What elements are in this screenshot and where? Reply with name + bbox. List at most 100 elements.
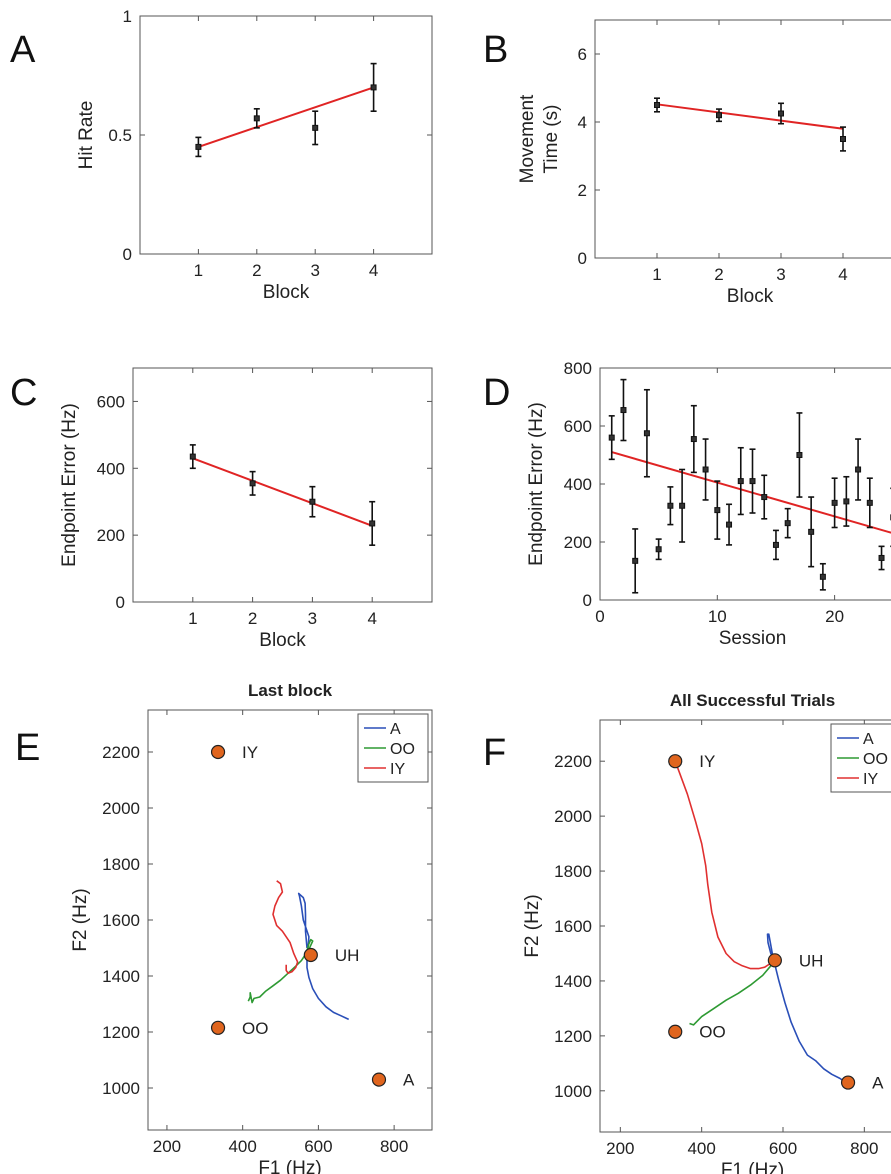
data-point	[702, 466, 709, 473]
panel-letter: E	[15, 727, 40, 769]
data-point	[772, 541, 779, 548]
data-point	[855, 466, 862, 473]
y-tick-label: 0	[123, 245, 132, 264]
x-tick-label: 3	[310, 261, 319, 280]
x-tick-label: 4	[838, 265, 847, 284]
data-point	[737, 478, 744, 485]
x-tick-label: 800	[850, 1139, 878, 1158]
target-label: OO	[699, 1023, 725, 1042]
target-marker	[668, 1024, 683, 1039]
data-point	[654, 102, 660, 108]
y-tick-label: 4	[578, 113, 587, 132]
data-point	[643, 430, 650, 437]
y-tick-label: 2000	[554, 807, 592, 826]
y-tick-label: 6	[578, 45, 587, 64]
data-point	[796, 452, 803, 458]
series-line-iy	[272, 880, 299, 975]
legend-label: IY	[863, 771, 878, 788]
data-point	[620, 407, 627, 414]
fit-line	[192, 457, 373, 527]
data-point	[808, 528, 815, 535]
target-marker	[210, 744, 226, 760]
target-label: UH	[335, 946, 360, 965]
x-axis-label: F1 (Hz)	[258, 1158, 321, 1174]
x-tick-label: 800	[380, 1137, 408, 1156]
data-point	[840, 136, 846, 142]
chart-title: All Successful Trials	[670, 691, 835, 710]
target-marker	[840, 1075, 856, 1090]
x-tick-label: 3	[776, 265, 785, 284]
x-tick-label: 1	[194, 261, 203, 280]
target-marker	[210, 1020, 226, 1035]
x-tick-label: 400	[228, 1137, 256, 1156]
x-tick-label: 10	[708, 607, 727, 626]
fit-line	[611, 451, 891, 534]
plot-area	[189, 444, 376, 546]
y-tick-label: 0	[583, 591, 592, 610]
data-point	[195, 143, 202, 150]
panel-f: F 200 400 600 800 1000 1200 1400 1600 1800 2000 220…	[483, 691, 891, 1174]
axes-frame	[139, 15, 433, 255]
data-point	[655, 546, 662, 553]
series-line-a	[766, 933, 847, 1084]
y-tick-label: 2200	[102, 743, 140, 762]
y-tick-label: 200	[564, 533, 592, 552]
panel-letter: C	[10, 372, 37, 414]
data-point	[370, 84, 377, 91]
x-tick-label: 4	[369, 261, 378, 280]
x-tick-label: 20	[825, 607, 844, 626]
axes-frame	[594, 19, 891, 259]
x-tick-label: 4	[367, 609, 376, 628]
data-point	[866, 499, 873, 506]
data-point	[831, 499, 838, 506]
target-label: IY	[699, 752, 715, 771]
fit-line	[198, 86, 374, 148]
x-tick-label: 200	[606, 1139, 634, 1158]
y-tick-label: 1400	[102, 967, 140, 986]
data-point	[632, 557, 639, 564]
y-axis-label: F2 (Hz)	[522, 894, 543, 957]
y-tick-label: 800	[564, 359, 592, 378]
panel-c: C 1 2 3 4 0 200 400 600 Block Endpoint Error (Hz)	[10, 367, 433, 651]
target-label: OO	[242, 1019, 268, 1038]
y-tick-label: 1200	[554, 1027, 592, 1046]
data-point	[726, 521, 733, 528]
data-point	[369, 520, 376, 527]
y-axis-label-line: Movement	[517, 94, 538, 183]
plot-area	[674, 760, 847, 1084]
y-tick-label: 200	[97, 526, 125, 545]
data-point	[716, 112, 722, 119]
y-tick-label: 600	[97, 392, 125, 411]
legend-label: A	[390, 721, 401, 738]
data-point	[189, 453, 196, 460]
data-point	[878, 554, 885, 561]
y-tick-label: 1400	[554, 972, 592, 991]
panel-letter: A	[10, 29, 36, 71]
target-label: IY	[242, 743, 258, 762]
data-point	[819, 573, 826, 580]
x-tick-label: 2	[714, 265, 723, 284]
series-line-oo	[247, 938, 314, 1004]
y-tick-label: 0	[578, 249, 587, 268]
data-point	[761, 494, 768, 501]
legend-label: OO	[863, 751, 888, 768]
panel-letter: D	[483, 372, 510, 414]
series-line-a	[297, 892, 350, 1021]
plot-area	[247, 880, 350, 1021]
panel-e: E 200 400 600 800 1000 1200 1400 1600 1800 2000 220…	[15, 681, 433, 1174]
x-tick-label: 1	[188, 609, 197, 628]
x-tick-label: 600	[304, 1137, 332, 1156]
target-marker	[371, 1072, 387, 1087]
y-tick-label: 2000	[102, 799, 140, 818]
legend-label: OO	[390, 741, 415, 758]
y-tick-label: 1000	[102, 1079, 140, 1098]
panel-b: B 1 2 3 4 0 2 4 6 Block Movement Time (s)	[483, 19, 891, 307]
y-axis-label: Hit Rate	[76, 101, 97, 170]
series-line-iy	[674, 760, 776, 970]
target-marker	[303, 947, 318, 963]
y-tick-label: 400	[97, 459, 125, 478]
x-axis-label: Block	[259, 630, 306, 651]
y-tick-label: 1800	[554, 862, 592, 881]
x-tick-label: 3	[308, 609, 317, 628]
x-axis-label: Block	[263, 282, 310, 303]
